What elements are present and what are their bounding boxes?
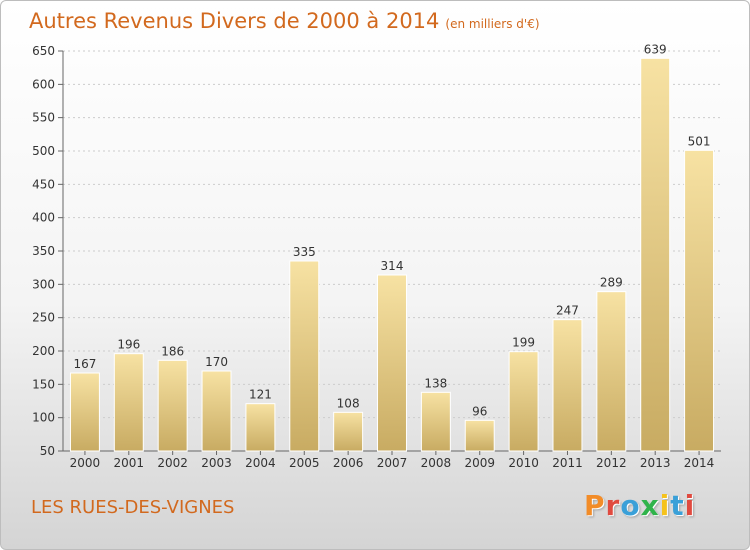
logo-letter: o	[620, 489, 641, 522]
bar	[464, 419, 495, 452]
logo-letter: i	[684, 489, 696, 522]
y-tick-label: 200	[32, 344, 55, 358]
bar-value-label: 121	[249, 388, 272, 402]
bar-value-label: 199	[512, 336, 535, 350]
x-tick-label: 2009	[464, 456, 495, 470]
y-tick-label: 450	[32, 177, 55, 191]
logo-letter: i	[659, 489, 671, 522]
y-tick-label: 350	[32, 244, 55, 258]
bar-value-label: 501	[688, 134, 711, 148]
x-tick-label: 2011	[552, 456, 583, 470]
y-tick-label: 500	[32, 144, 55, 158]
x-tick-label: 2013	[640, 456, 671, 470]
bar-value-label: 167	[73, 357, 96, 371]
chart-title: Autres Revenus Divers de 2000 à 2014 (en …	[29, 9, 540, 33]
bar-value-label: 639	[644, 42, 667, 56]
bar	[201, 370, 232, 452]
y-tick-label: 150	[32, 377, 55, 391]
x-tick-label: 2002	[157, 456, 188, 470]
bar	[113, 353, 144, 452]
y-tick-label: 100	[32, 411, 55, 425]
y-tick-label: 50	[40, 444, 55, 458]
bar	[69, 372, 100, 452]
x-tick-label: 2001	[114, 456, 145, 470]
bar	[420, 391, 451, 452]
x-tick-label: 2010	[508, 456, 539, 470]
bar-value-label: 289	[600, 276, 623, 290]
bar	[289, 260, 320, 452]
place-name: LES RUES-DES-VIGNES	[31, 497, 235, 518]
y-tick-label: 600	[32, 77, 55, 91]
bar-value-label: 196	[117, 338, 140, 352]
x-tick-label: 2000	[70, 456, 101, 470]
y-tick-label: 300	[32, 277, 55, 291]
bar	[552, 319, 583, 452]
y-tick-label: 250	[32, 311, 55, 325]
bar-value-label: 186	[161, 344, 184, 358]
bar	[245, 403, 276, 452]
bar	[640, 57, 671, 452]
y-tick-label: 550	[32, 111, 55, 125]
bar-value-label: 335	[293, 245, 316, 259]
y-tick-label: 650	[32, 44, 55, 58]
y-tick-label: 400	[32, 211, 55, 225]
bar-value-label: 96	[472, 404, 487, 418]
x-tick-label: 2003	[201, 456, 232, 470]
logo-letter: x	[640, 489, 660, 522]
bar	[157, 359, 188, 452]
bar-value-label: 108	[337, 396, 360, 410]
bar-value-label: 170	[205, 355, 228, 369]
bar	[684, 149, 715, 452]
bar	[377, 274, 407, 452]
bar-value-label: 138	[424, 376, 447, 390]
logo-letter: r	[605, 489, 621, 522]
x-tick-label: 2006	[333, 456, 364, 470]
proxiti-logo[interactable]: Proxiti	[584, 489, 695, 522]
x-tick-label: 2007	[377, 456, 408, 470]
chart-unit: (en milliers d'€)	[445, 17, 540, 31]
chart-title-text: Autres Revenus Divers de 2000 à 2014	[29, 9, 440, 33]
logo-letter: t	[670, 489, 685, 522]
x-tick-label: 2008	[421, 456, 452, 470]
x-tick-label: 2005	[289, 456, 320, 470]
bar	[596, 291, 627, 452]
x-tick-label: 2014	[684, 456, 715, 470]
bar	[508, 351, 539, 452]
x-tick-label: 2004	[245, 456, 276, 470]
x-tick-label: 2012	[596, 456, 627, 470]
logo-letter: P	[584, 489, 606, 522]
bar-value-label: 314	[381, 259, 404, 273]
bar	[333, 411, 364, 452]
bar-value-label: 247	[556, 304, 579, 318]
